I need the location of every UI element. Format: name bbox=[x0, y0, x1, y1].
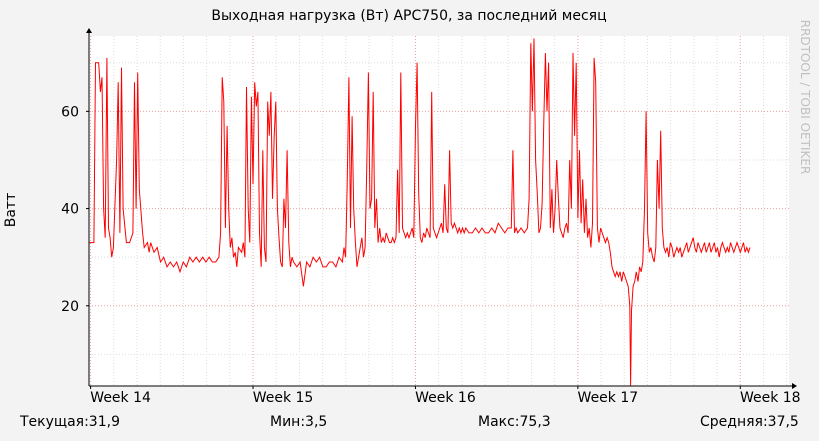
watermark: RRDTOOL / TOBI OETIKER bbox=[798, 20, 812, 175]
x-tick-label: Week 14 bbox=[90, 390, 151, 406]
chart-title: Выходная нагрузка (Вт) APC750, за послед… bbox=[211, 8, 606, 24]
x-axis-arrow bbox=[792, 383, 797, 389]
stat-current: Текущая:31,9 bbox=[20, 414, 120, 430]
axes bbox=[86, 28, 797, 389]
ticks: 20 40 60 Week 14 Week 15 Week 16 Week 17 Week 1… bbox=[61, 104, 800, 406]
y-tick-label: 60 bbox=[61, 104, 79, 120]
grid bbox=[89, 36, 789, 386]
series-line-output-load bbox=[89, 38, 751, 387]
y-tick-label: 40 bbox=[61, 202, 79, 218]
y-axis-label: Ватт bbox=[3, 193, 19, 228]
x-tick-label: Week 16 bbox=[415, 390, 476, 406]
x-tick-label: Week 17 bbox=[578, 390, 639, 406]
stat-average: Средняя:37,5 bbox=[700, 414, 799, 430]
x-tick-label: Week 18 bbox=[740, 390, 801, 406]
y-tick-label: 20 bbox=[61, 299, 79, 315]
x-tick-label: Week 15 bbox=[253, 390, 314, 406]
stat-max: Макс:75,3 bbox=[478, 414, 551, 430]
y-axis-arrow bbox=[86, 28, 92, 33]
stat-min: Мин:3,5 bbox=[270, 414, 328, 430]
